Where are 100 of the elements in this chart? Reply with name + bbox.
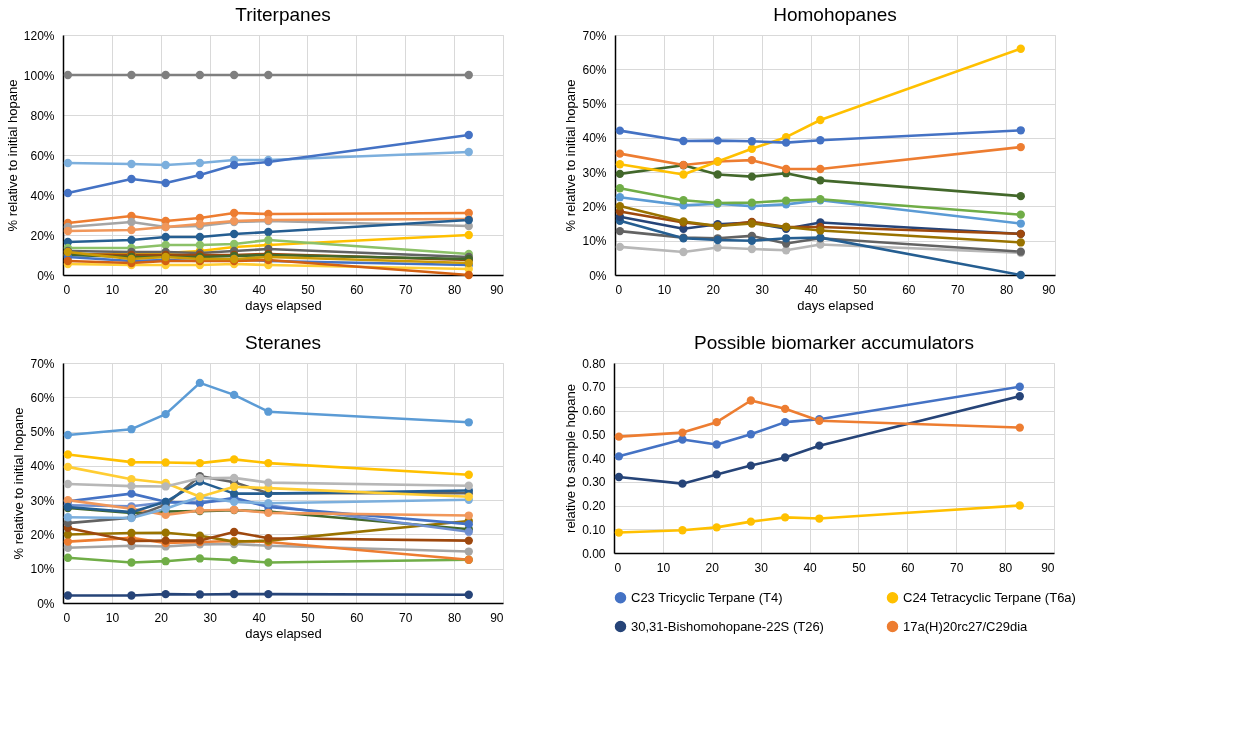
x-tick-label: 0 [63,610,71,625]
point [127,159,136,169]
point [161,232,170,242]
point [679,136,688,146]
point [747,198,757,207]
point [1016,210,1025,219]
point [781,164,791,174]
legend-label: 30,31-Bishomohopane-22S (T26) [631,618,824,634]
x-axis-title: days elapsed [245,625,322,641]
point [229,70,239,80]
point [816,115,825,125]
point [63,537,73,546]
point [127,528,136,538]
point [63,553,73,562]
point [747,172,757,181]
point [264,235,273,245]
point [127,558,136,567]
y-tick-label: 0.60 [582,404,606,418]
point [747,236,757,245]
x-tick-label: 30 [203,282,218,297]
x-tick-label: 90 [490,610,504,625]
point [678,428,687,437]
point [229,473,239,483]
point [464,418,473,427]
x-tick-label: 20 [706,282,721,297]
point [229,208,239,218]
y-tick-label: 50% [30,425,55,440]
point [614,432,624,441]
point [127,425,136,434]
point [195,158,205,168]
point [195,458,205,468]
point [161,160,170,170]
y-tick-label: 30% [582,165,607,180]
x-tick-label: 50 [852,560,866,575]
y-tick-label: 80% [30,108,55,123]
point [816,176,825,185]
point [464,590,473,599]
point [127,457,136,467]
point [264,478,273,487]
point [63,70,73,80]
point [713,136,722,145]
y-tick-label: 40% [30,188,55,203]
point [264,558,273,567]
point [615,193,625,202]
x-tick-label: 10 [656,560,671,575]
point [464,130,473,140]
chart-title: Homohopanes [773,4,897,25]
point [464,547,473,556]
x-tick-label: 0 [63,282,71,297]
legend-label: 17a(H)20rc27/C29dia [903,618,1029,634]
y-tick-label: 70% [582,28,607,43]
x-tick-label: 60 [901,560,915,575]
y-tick-label: 40% [582,131,607,146]
y-tick-label: 60% [30,390,55,405]
point [815,514,824,523]
point [781,196,791,205]
point [464,147,473,157]
x-tick-label: 40 [252,282,267,297]
point [1016,44,1025,53]
point [127,481,136,491]
y-tick-label: 0.80 [582,356,606,371]
x-tick-label: 80 [998,560,1013,575]
point [161,589,170,599]
point [264,70,273,80]
y-tick-label: 10% [30,562,55,577]
point [229,160,239,170]
point [678,479,687,488]
y-tick-label: 0.10 [582,522,606,537]
point [746,396,756,405]
point [615,226,625,236]
point [781,138,791,147]
y-axis-title: % relative to initial hopane [4,79,20,232]
y-axis-title: % relative to initial hopane [563,79,579,232]
x-tick-label: 70 [399,610,413,625]
point [816,164,825,174]
point [1016,191,1025,201]
point [264,458,273,468]
point [127,174,136,184]
point [229,589,239,599]
y-tick-label: 0.40 [582,451,606,466]
point [63,462,73,472]
x-tick-label: 30 [754,560,769,575]
point [746,430,756,439]
x-tick-label: 10 [105,610,120,625]
x-tick-label: 80 [447,610,462,625]
point [464,230,473,240]
point [678,526,687,535]
point [161,178,170,188]
point [1016,238,1025,247]
y-tick-label: 0.30 [582,475,606,490]
point [615,169,625,179]
point [679,170,688,179]
point [63,513,73,522]
point [464,481,473,490]
y-tick-label: 20% [30,228,55,243]
y-tick-label: 10% [582,234,607,249]
x-tick-label: 60 [350,610,364,625]
point [63,430,73,440]
point [1016,219,1025,228]
point [780,453,790,462]
